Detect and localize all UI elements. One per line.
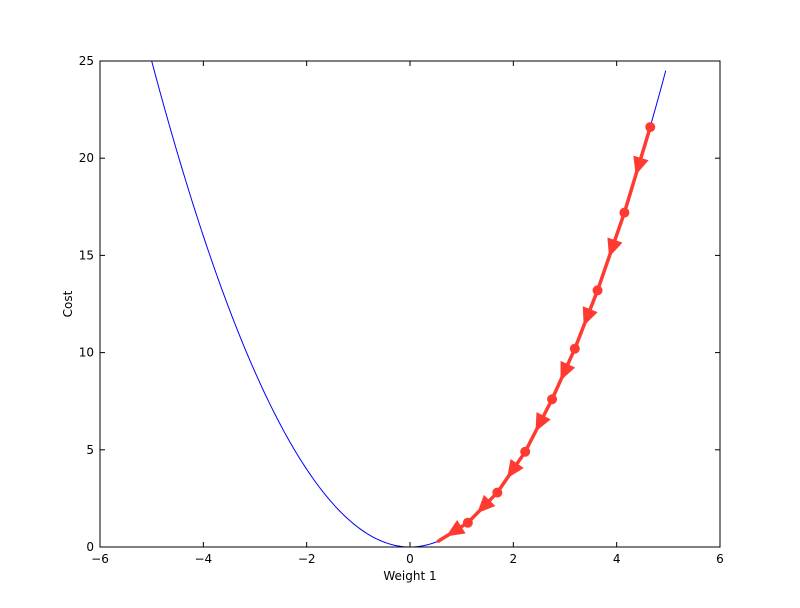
descent-point (592, 285, 603, 296)
descent-arrowhead (560, 360, 576, 381)
descent-arrowhead (607, 237, 623, 258)
x-tick-label: −4 (194, 552, 212, 566)
descent-point (492, 487, 503, 498)
y-tick-label: 10 (79, 346, 94, 360)
y-tick-label: 15 (79, 248, 94, 262)
x-tick-label: 2 (510, 552, 518, 566)
descent-point (645, 122, 656, 133)
descent-arrowhead (477, 494, 496, 514)
descent-point (547, 394, 558, 405)
x-axis-label: Weight 1 (383, 569, 436, 583)
y-axis-label: Cost (61, 290, 75, 317)
descent-point (569, 343, 580, 354)
x-tick-label: 4 (613, 552, 621, 566)
y-tick-label: 25 (79, 54, 94, 68)
y-tick-label: 0 (86, 540, 94, 554)
x-tick-label: 0 (406, 552, 414, 566)
y-tick-label: 20 (79, 151, 94, 165)
descent-point (619, 207, 630, 218)
y-tick-label: 5 (86, 443, 94, 457)
x-tick-label: −2 (298, 552, 316, 566)
descent-arrowhead (507, 458, 524, 479)
descent-point (520, 446, 531, 457)
plot-area (100, 61, 720, 547)
x-tick-label: 6 (716, 552, 724, 566)
descent-arrowhead (582, 306, 598, 326)
descent-arrowhead (446, 519, 466, 537)
descent-arrowhead (535, 412, 551, 432)
x-tick-label: −6 (91, 552, 109, 566)
descent-point (462, 517, 473, 528)
descent-arrowhead (633, 155, 649, 176)
